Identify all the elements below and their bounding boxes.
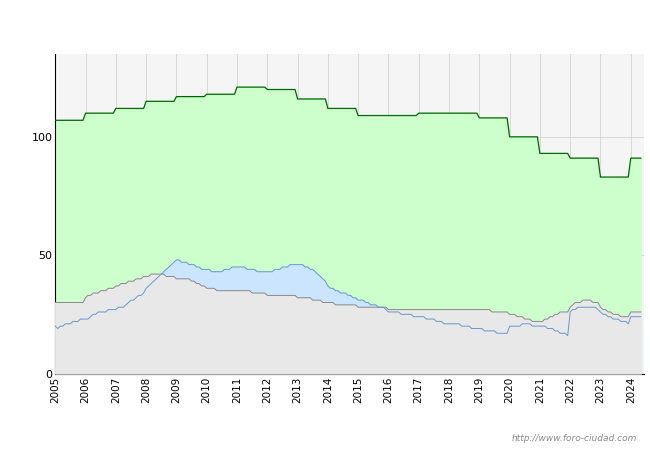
- Text: Estaràs - Evolucion de la poblacion en edad de Trabajar Mayo de 2024: Estaràs - Evolucion de la poblacion en e…: [68, 16, 582, 32]
- Text: http://www.foro-ciudad.com: http://www.foro-ciudad.com: [512, 434, 637, 443]
